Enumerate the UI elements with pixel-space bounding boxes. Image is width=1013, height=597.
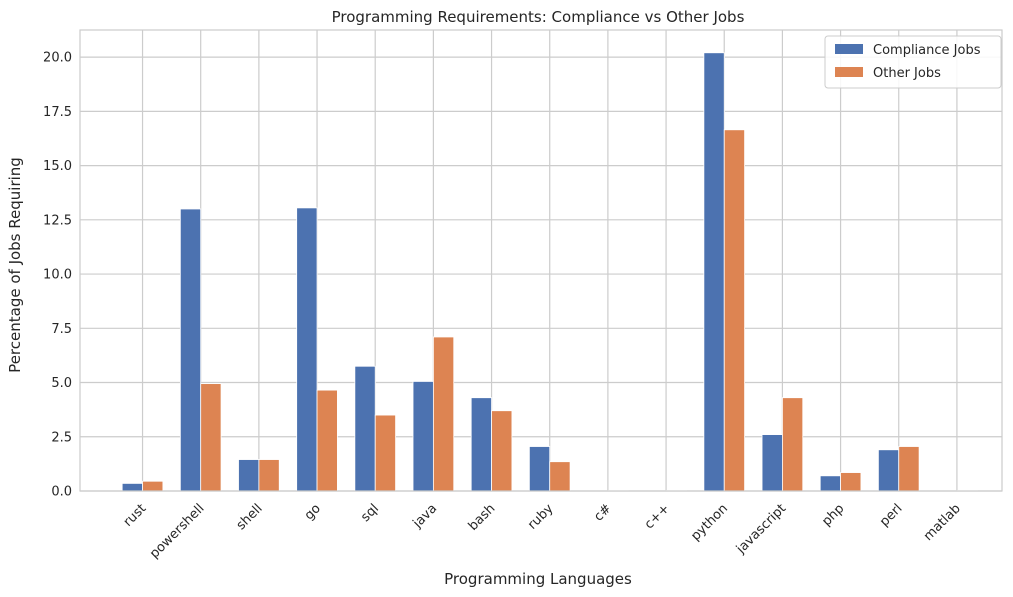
bar-compliance-perl [877,449,900,492]
bar-compliance-ruby [528,446,551,492]
bar-other-go [316,389,338,492]
y-tick-label: 7.5 [51,322,72,337]
x-tick-label: c# [591,501,614,524]
x-tick-label: go [302,501,324,523]
bar-other-perl [898,446,920,492]
legend-swatch-other [835,67,863,77]
bar-compliance-javascript [761,434,783,492]
y-tick-label: 12.5 [43,213,72,228]
bar-other-python [723,129,745,492]
x-tick-label: java [410,501,441,532]
bar-compliance-go [296,207,318,492]
bar-compliance-rust [121,483,143,492]
x-tick-label: bash [466,501,499,534]
bar-compliance-python [703,52,725,492]
x-tick-label: rust [121,501,150,530]
bar-other-rust [142,480,164,492]
chart-title: Programming Requirements: Compliance vs … [332,8,745,26]
bars [121,52,978,492]
bar-other-shell [258,459,280,492]
axes [79,29,1003,492]
legend-label-compliance: Compliance Jobs [873,43,981,58]
bar-other-bash [491,410,513,492]
y-tick-label: 20.0 [43,51,72,66]
y-axis-label: Percentage of Jobs Requiring [6,157,24,373]
legend-swatch-compliance [835,44,863,54]
y-tick-label: 15.0 [43,159,72,174]
x-tick-label: c++ [642,501,673,532]
x-tick-label: ruby [525,501,557,533]
bar-compliance-powershell [179,208,202,492]
x-tick-label: powershell [147,501,207,561]
plot-frame [79,29,1003,492]
x-axis-label: Programming Languages [444,570,632,588]
legend-label-other: Other Jobs [873,66,941,81]
x-tick-label: sql [358,501,382,525]
bar-compliance-shell [238,459,260,492]
y-tick-label: 10.0 [43,268,72,283]
bar-compliance-java [412,381,434,492]
x-tick-label: matlab [921,501,964,544]
bar-other-php [840,472,862,492]
x-tick-label: javascript [733,501,789,557]
bar-other-java [432,336,455,492]
x-tick-label: php [819,501,847,529]
x-tick-label: shell [234,501,266,533]
y-tick-label: 0.0 [51,485,72,500]
y-tick-label: 5.0 [51,376,72,391]
legend-box [824,35,1002,89]
x-tick-label: perl [877,501,905,529]
bar-compliance-php [819,475,841,492]
bar-other-powershell [200,383,222,492]
bar-compliance-bash [470,397,492,492]
y-tick-label: 17.5 [43,105,72,120]
bar-compliance-sql [354,365,376,492]
legend: Compliance Jobs Other Jobs [824,35,1002,89]
x-tick-label: python [688,501,731,544]
bar-other-sql [374,414,396,492]
y-tick-label: 2.5 [51,430,72,445]
bar-other-javascript [782,397,804,492]
bar-other-ruby [549,461,571,492]
